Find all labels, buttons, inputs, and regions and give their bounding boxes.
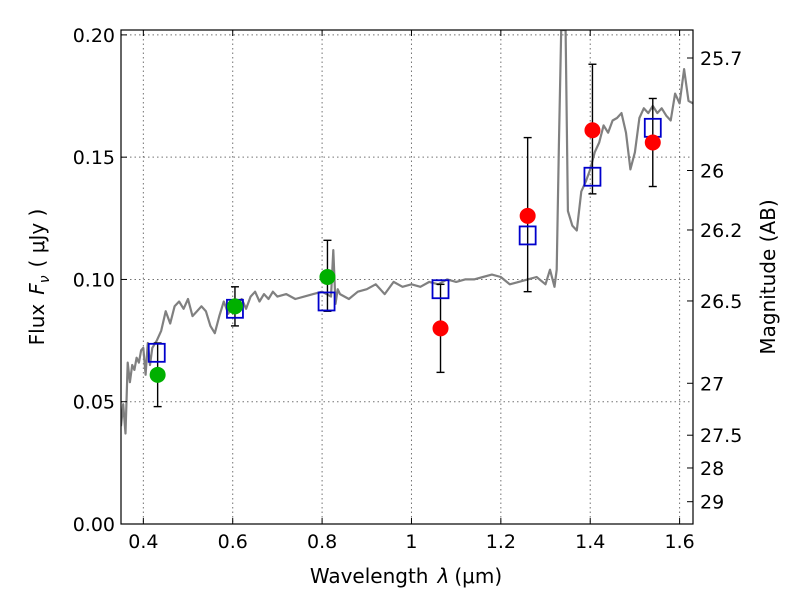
x-tick-label: 1.6 [664, 531, 694, 553]
y-axis-subscript: ν [37, 275, 53, 283]
observed-point-nir [584, 122, 601, 139]
y-axis-label: FluxFν( μJy ) [25, 209, 53, 346]
observed-point-nir [519, 207, 536, 224]
y-axis-unit: ( μJy ) [25, 209, 49, 268]
x-tick-label: 0.8 [307, 531, 337, 553]
x-tick-label: 0.6 [218, 531, 248, 553]
observed-point-nir [644, 134, 661, 151]
mag-tick-label: 27.5 [700, 425, 742, 447]
marker-layer [147, 63, 662, 408]
plot-frame [120, 29, 694, 525]
y-tick-label: 0.00 [73, 514, 115, 536]
observed-point-nir [432, 320, 449, 337]
mag-tick-label: 26.2 [700, 220, 742, 242]
model-point [147, 342, 166, 363]
spectrum-line [121, 30, 693, 435]
x-tick-label: 1 [405, 531, 417, 553]
model-point [431, 279, 450, 300]
x-tick-label: 1.4 [575, 531, 605, 553]
x-tick-label: 1.2 [486, 531, 516, 553]
axis-ticks: 0.4 0.6 0.8 1 1.2 1.4 1.6 0.00 0.05 0.10 0.15 0.20 2… [73, 25, 743, 553]
mag-tick-label: 26 [700, 161, 724, 183]
model-point [583, 166, 602, 187]
mag-tick-label: 26.5 [700, 291, 742, 313]
observed-point-optical [226, 298, 243, 315]
y-tick-label: 0.05 [73, 392, 115, 414]
model-point [317, 291, 336, 312]
y-tick-label: 0.20 [73, 25, 115, 47]
observed-point-optical [319, 269, 336, 285]
mag-tick-label: 29 [700, 492, 724, 514]
y2-axis-label: Magnitude (AB) [756, 199, 780, 354]
y-tick-label: 0.15 [73, 147, 115, 169]
x-axis-unit: (μm) [454, 564, 502, 588]
mag-tick-label: 28 [700, 458, 724, 480]
x-axis-label: Wavelength λ (μm) [310, 564, 502, 588]
model-point [518, 225, 537, 246]
y-tick-label: 0.10 [73, 269, 115, 291]
mag-tick-label: 25.7 [700, 48, 742, 70]
observed-point-optical [149, 366, 166, 383]
y-axis-symbol: F [25, 283, 49, 295]
mag-tick-label: 27 [700, 373, 724, 395]
plot-area [121, 30, 693, 435]
grid-lines [121, 30, 693, 524]
x-axis-symbol: λ [437, 564, 450, 588]
x-tick-label: 0.4 [128, 531, 158, 553]
